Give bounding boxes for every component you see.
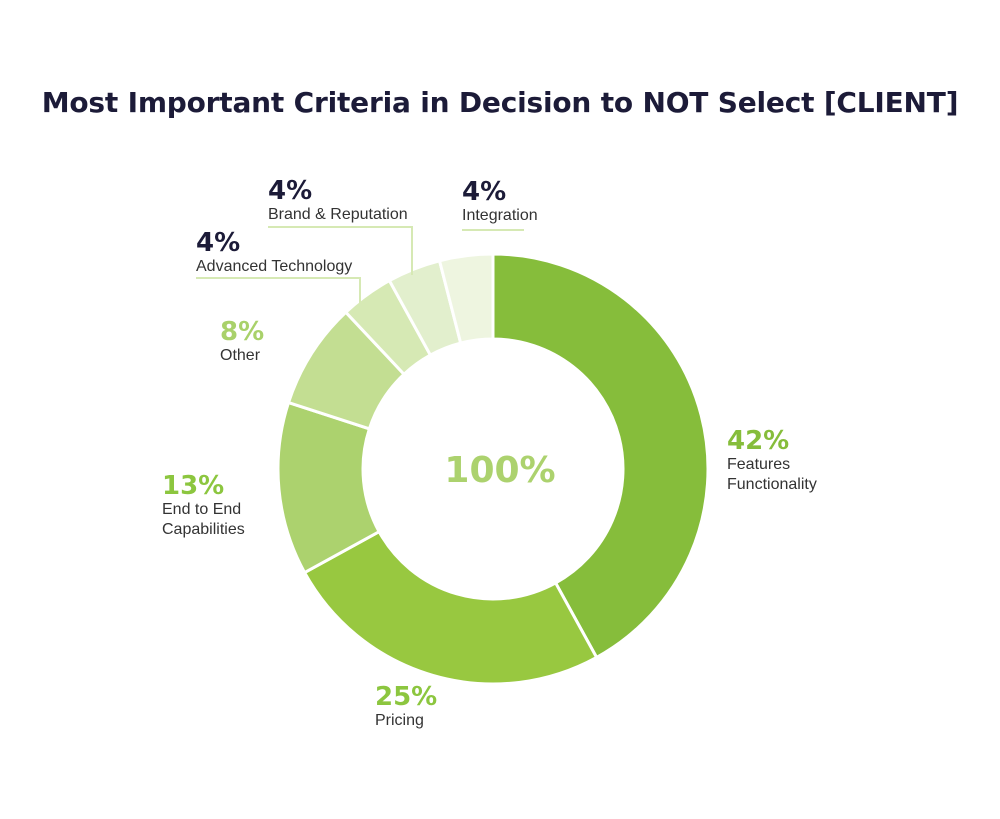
slice-category-label-5-0: Brand & Reputation — [268, 206, 408, 223]
slice-percent-label-2: 13% — [162, 471, 224, 501]
slice-percent-label-4: 4% — [196, 228, 240, 258]
donut-slice-1 — [302, 529, 599, 686]
slice-percent-label-5: 4% — [268, 176, 312, 206]
chart-title: Most Important Criteria in Decision to N… — [41, 86, 959, 119]
slice-percent-label-0: 42% — [727, 426, 789, 456]
donut-slice-6 — [437, 252, 495, 345]
slice-category-label-4-0: Advanced Technology — [196, 258, 352, 275]
slice-category-label-6-0: Integration — [462, 207, 538, 224]
leader-line-4 — [196, 277, 361, 303]
slice-percent-label-3: 8% — [220, 317, 264, 347]
leader-line-5 — [268, 226, 413, 275]
slice-labels: 42%Features Functionality 25%Pricing 13%End… — [162, 176, 817, 729]
slice-category-label-3-0: Other — [220, 347, 261, 364]
slice-percent-label-6: 4% — [462, 177, 506, 207]
donut-slice-0 — [491, 252, 710, 660]
slice-category-label-0-1: Functionality — [727, 476, 817, 493]
center-total-label: 100% — [444, 450, 555, 491]
slice-category-label-2-0: End to End — [162, 501, 241, 518]
slice-category-label-1-0: Pricing — [375, 712, 424, 729]
slice-category-label-0-0: Features — [727, 456, 790, 473]
donut-slices — [276, 252, 710, 686]
leader-lines — [196, 226, 524, 303]
slice-category-label-2-1: Capabilities — [162, 521, 245, 538]
slice-percent-label-1: 25% — [375, 682, 437, 712]
